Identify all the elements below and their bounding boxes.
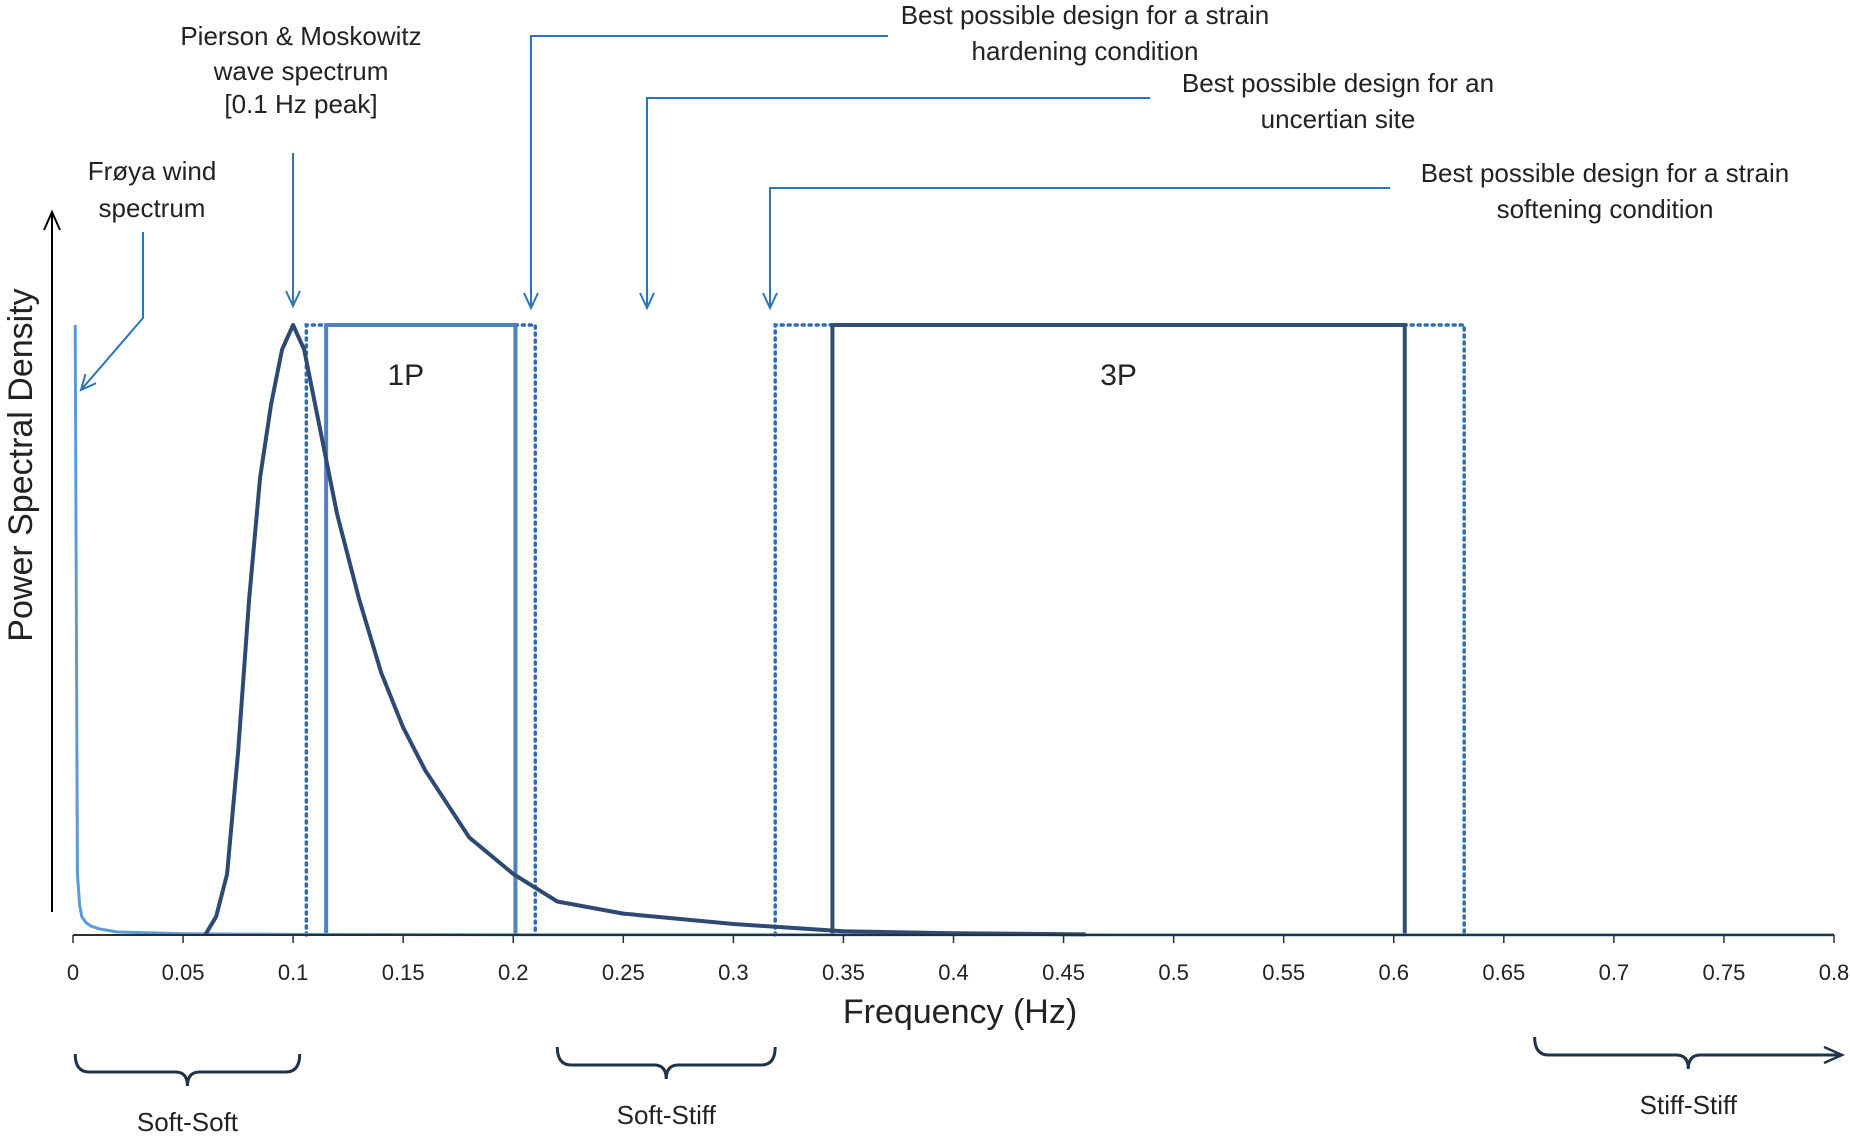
x-tick-label: 0.4 <box>938 960 969 985</box>
band-1p-solid <box>324 323 518 935</box>
y-axis-title: Power Spectral Density <box>2 288 40 641</box>
wind-spectrum-line <box>73 324 1835 937</box>
region-label: Soft-Soft <box>137 1107 239 1135</box>
annotation-text: Pierson & Moskowitz <box>180 21 421 51</box>
region-soft-stiff: Soft-Stiff <box>555 1046 777 1130</box>
stiffness-regions: Soft-Soft Soft-Stiff Stiff-Stiff <box>73 1036 1846 1137</box>
frequency-bands: 1P 3P <box>304 323 1466 937</box>
annotation-text: Best possible design for a strain <box>1421 158 1790 188</box>
x-tick-label: 0.7 <box>1599 960 1630 985</box>
x-tick-label: 0.2 <box>498 960 529 985</box>
x-tick-label: 0 <box>67 960 79 985</box>
x-tick-label: 0.65 <box>1482 960 1525 985</box>
region-stiff-stiff: Stiff-Stiff <box>1533 1036 1846 1120</box>
annotation-text: uncertian site <box>1261 104 1416 134</box>
x-tick-label: 0.25 <box>602 960 645 985</box>
annotation-arrow <box>79 232 144 392</box>
region-soft-soft: Soft-Soft <box>73 1053 302 1137</box>
region-bracket <box>1533 1036 1846 1070</box>
x-tick-label: 0.1 <box>278 960 309 985</box>
annotation-text: hardening condition <box>972 36 1199 66</box>
x-tick-label: 0.5 <box>1158 960 1189 985</box>
band-label-3p: 3P <box>1100 359 1137 392</box>
wave-spectrum-line <box>203 323 1086 937</box>
annotation-arrow <box>523 35 888 311</box>
x-tick-label: 0.05 <box>162 960 205 985</box>
x-tick-label: 0.6 <box>1378 960 1409 985</box>
region-bracket <box>555 1046 777 1080</box>
spectrum-series <box>73 323 1835 937</box>
annotation-2: Pierson & Moskowitz wave spectrum[0.1 Hz … <box>180 21 422 309</box>
annotation-text: Best possible design for a strain <box>901 0 1270 30</box>
annotation-text: wave spectrum <box>213 56 389 86</box>
annotation-5: Best possible design for a strain softeni… <box>762 158 1790 311</box>
annotation-text: spectrum <box>99 193 206 223</box>
x-tick-label: 0.75 <box>1703 960 1746 985</box>
region-label: Stiff-Stiff <box>1640 1090 1738 1120</box>
x-ticks: 0 0.05 0.1 0.15 0.2 0.25 0.3 0.35 0.4 0.45 0.5 0.55… <box>67 935 1849 985</box>
annotation-4: Best possible design for an uncertian sit… <box>639 68 1494 311</box>
annotations: Frøya wind spectrum Pierson & Moskowitz wav… <box>79 0 1790 392</box>
region-label: Soft-Stiff <box>617 1100 717 1130</box>
band-3p-solid <box>830 323 1407 935</box>
region-bracket <box>73 1053 302 1087</box>
x-tick-label: 0.55 <box>1262 960 1305 985</box>
x-tick-label: 0.15 <box>382 960 425 985</box>
x-tick-label: 0.45 <box>1042 960 1085 985</box>
band-3p-dotted <box>773 323 1466 937</box>
x-axis-title: Frequency (Hz) <box>843 993 1077 1031</box>
annotation-text: Best possible design for an <box>1182 68 1494 98</box>
annotation-1: Frøya wind spectrum <box>79 156 217 392</box>
band-label-1p: 1P <box>387 359 424 392</box>
annotation-arrow <box>639 97 1150 311</box>
annotation-text: softening condition <box>1497 194 1714 224</box>
x-tick-label: 0.35 <box>822 960 865 985</box>
annotation-text: [0.1 Hz peak] <box>224 89 377 119</box>
axes <box>43 209 1834 936</box>
annotation-arrow <box>762 187 1390 311</box>
annotation-3: Best possible design for a strain hardeni… <box>523 0 1270 311</box>
annotation-text: Frøya wind <box>88 156 217 186</box>
x-tick-label: 0.3 <box>718 960 749 985</box>
x-tick-label: 0.8 <box>1819 960 1850 985</box>
band-1p-dotted <box>304 323 538 937</box>
